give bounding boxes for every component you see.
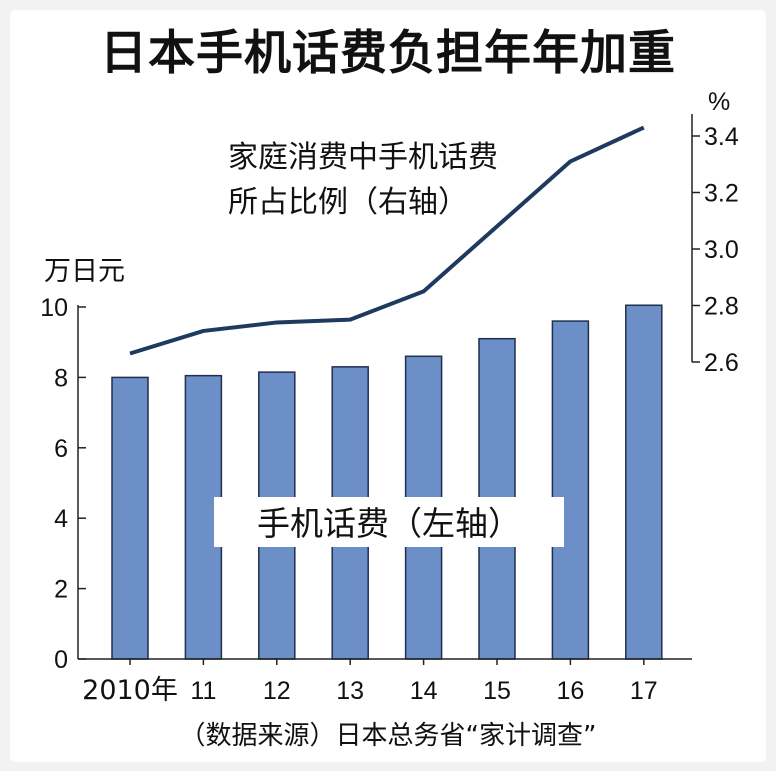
- x-tick-label: 15: [483, 677, 511, 705]
- ratio-line: [129, 125, 645, 356]
- right-axis-unit: %: [708, 88, 730, 116]
- left-axis-unit: 万日元: [44, 256, 125, 287]
- right-tick-label: 3.2: [704, 180, 739, 208]
- bar-label: 手机话费（左轴）: [257, 504, 521, 543]
- left-tick-label: 4: [54, 505, 68, 533]
- right-tick-label: 2.8: [704, 293, 739, 321]
- x-tick-label: 11: [190, 677, 216, 705]
- left-tick-label: 2: [54, 576, 68, 604]
- line-label-line-2: 所占比例（右轴）: [228, 185, 468, 220]
- bar-label-box: [214, 497, 564, 547]
- right-tick-label: 2.6: [704, 349, 739, 377]
- x-tick-label: 13: [336, 677, 364, 705]
- right-tick-label: 3.0: [704, 236, 739, 264]
- chart-title: 日本手机话费负担年年加重: [100, 26, 676, 81]
- bar-7: [625, 304, 663, 660]
- x-tick-label: 12: [263, 677, 291, 705]
- left-tick-label: 0: [54, 646, 68, 674]
- left-tick-label: 8: [54, 364, 68, 392]
- right-axis-ticks: 2.6 2.8 3.0 3.2 3.4: [692, 123, 739, 377]
- right-tick-label: 3.4: [704, 123, 739, 151]
- x-tick-label: 2010年: [82, 675, 178, 706]
- x-tick-label: 16: [556, 677, 584, 705]
- x-tick-label: 14: [410, 677, 438, 705]
- bar-0: [111, 376, 149, 660]
- line-label-line-1: 家庭消费中手机话费: [228, 140, 498, 175]
- bar-6: [551, 320, 590, 660]
- x-tick-label: 17: [630, 677, 658, 705]
- left-tick-label: 6: [54, 435, 68, 463]
- left-tick-label: 10: [40, 294, 68, 322]
- left-axis-ticks: 0 2 4 6 8 10: [40, 294, 86, 674]
- source-note: （数据来源）日本总务省“家计调查”: [180, 721, 597, 751]
- x-axis-ticks: 2010年 11 12 13 14 15 16 17: [82, 659, 658, 706]
- bar-series: [111, 304, 663, 660]
